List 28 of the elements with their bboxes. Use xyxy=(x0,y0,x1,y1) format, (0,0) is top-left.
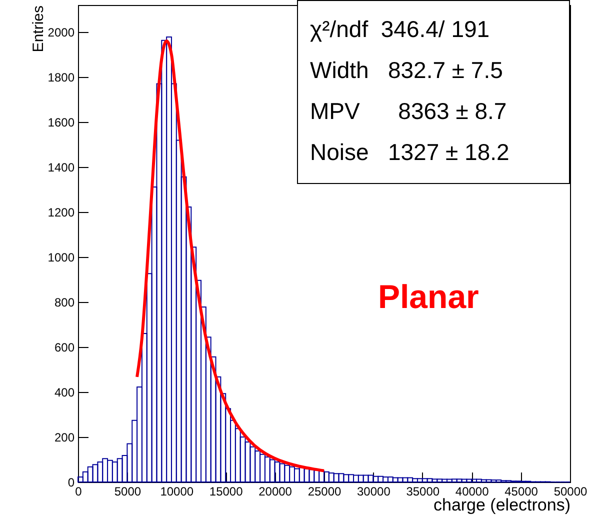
x-tick-label: 30000 xyxy=(357,484,391,498)
x-tick-label: 15000 xyxy=(209,484,244,498)
y-axis-title: Entries xyxy=(30,6,47,52)
x-tick-label: 45000 xyxy=(504,484,538,498)
x-tick-label: 50000 xyxy=(554,484,588,498)
annotation: χ²/ndf 346.4/ 191 xyxy=(310,15,491,44)
annotation: Noise 1327 ± 18.2 xyxy=(310,138,510,167)
annotation: MPV 8363 ± 8.7 xyxy=(310,97,508,126)
y-tick-label: 1000 xyxy=(48,250,75,264)
x-axis-title: charge (electrons) xyxy=(433,496,570,514)
y-tick-label: 1200 xyxy=(48,206,75,220)
x-tick-label: 10000 xyxy=(160,484,194,498)
annotation: Width 832.7 ± 7.5 xyxy=(310,56,504,85)
y-tick-label: 400 xyxy=(54,386,75,400)
y-tick-label: 800 xyxy=(54,296,75,310)
x-tick-label: 35000 xyxy=(406,484,440,498)
x-tick-label: 5000 xyxy=(114,484,142,498)
x-tick-label: 20000 xyxy=(258,484,292,498)
y-tick-label: 1800 xyxy=(48,70,75,84)
x-tick-label: 25000 xyxy=(308,484,342,498)
y-tick-label: 1400 xyxy=(48,160,75,174)
annotation: Planar xyxy=(378,278,479,316)
y-tick-label: 0 xyxy=(68,476,75,490)
y-tick-label: 1600 xyxy=(48,116,75,130)
y-tick-label: 2000 xyxy=(48,26,75,40)
y-tick-label: 600 xyxy=(54,340,75,354)
y-tick-label: 200 xyxy=(54,430,75,444)
x-tick-label: 40000 xyxy=(455,484,490,498)
